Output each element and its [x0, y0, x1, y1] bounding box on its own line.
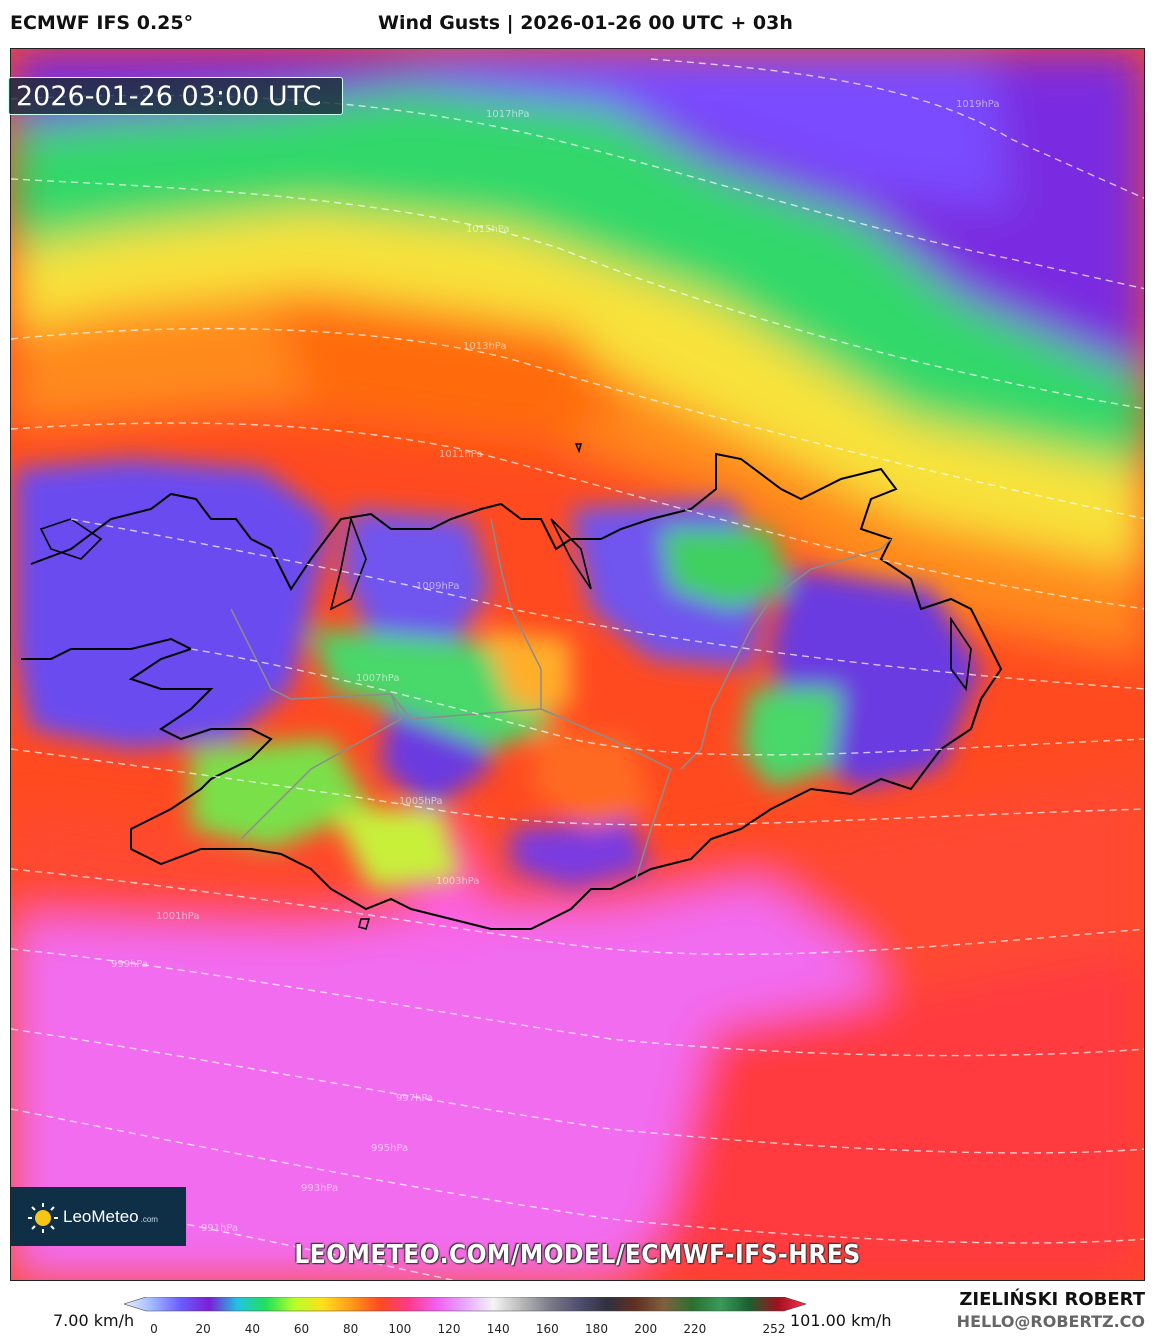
- colorbar-tick: 220: [683, 1322, 707, 1336]
- colorbar-tick: 0: [150, 1322, 158, 1336]
- wind-gust-map[interactable]: 1019hPa 1017hPa 1015hPa 1013hPa 1011hPa …: [10, 48, 1145, 1281]
- colorbar-tick: 160: [535, 1322, 559, 1336]
- colorbar-min-label: 7.00 km/h: [53, 1311, 135, 1330]
- gust-field: [11, 49, 1144, 1280]
- sun-icon: [28, 1203, 58, 1233]
- coastline: [21, 452, 1003, 930]
- colorbar-tick: 60: [293, 1322, 310, 1336]
- colorbar-max-label: 101.00 km/h: [790, 1311, 892, 1330]
- colorbar-tick: 120: [437, 1322, 461, 1336]
- isobar-label: 1017hPa: [486, 109, 530, 120]
- isobar-label: 1007hPa: [356, 673, 400, 684]
- isobar-label: 995hPa: [371, 1143, 408, 1154]
- isobar-label: 1005hPa: [399, 796, 443, 807]
- colorbar-tick: 252: [762, 1322, 786, 1336]
- isobar-label: 997hPa: [396, 1093, 433, 1104]
- isobar-label: 1001hPa: [156, 911, 200, 922]
- colorbar-tick: 40: [244, 1322, 260, 1336]
- map-title: Wind Gusts | 2026-01-26 00 UTC + 03h: [378, 12, 793, 34]
- valid-time-badge: 2026-01-26 03:00 UTC: [8, 77, 343, 115]
- colorbar-tick: 100: [388, 1322, 412, 1336]
- isobar-label: 1013hPa: [463, 341, 507, 352]
- model-label: ECMWF IFS 0.25°: [10, 12, 194, 34]
- author-name: ZIELIŃSKI ROBERT: [959, 1289, 1145, 1310]
- colorbar-tick: 200: [634, 1322, 658, 1336]
- isobar-label: 993hPa: [301, 1183, 338, 1194]
- colorbar-tick: 80: [343, 1322, 359, 1336]
- isobar-label: 1015hPa: [466, 224, 510, 235]
- isobar-label: 1019hPa: [956, 99, 1000, 110]
- map-canvas: 1019hPa 1017hPa 1015hPa 1013hPa 1011hPa …: [11, 49, 1144, 1280]
- isobar-label: 999hPa: [111, 959, 148, 970]
- author-email[interactable]: HELLO@ROBERTZ.CO: [956, 1312, 1145, 1331]
- source-url: LEOMETEO.COM/MODEL/ECMWF-IFS-HRES: [294, 1240, 861, 1270]
- leometeo-logo[interactable]: LeoMeteo .com: [11, 1187, 186, 1246]
- colorbar: [124, 1297, 806, 1312]
- isobar-labels: 1019hPa 1017hPa 1015hPa 1013hPa 1011hPa …: [111, 99, 1000, 1234]
- isobar-label: 1011hPa: [439, 449, 483, 460]
- logo-text: LeoMeteo .com: [63, 1207, 158, 1226]
- colorbar-tick: 140: [486, 1322, 510, 1336]
- colorbar-tick: 180: [585, 1322, 608, 1336]
- isobar-label: 1009hPa: [416, 581, 460, 592]
- isobar-label: 1003hPa: [436, 876, 480, 887]
- isobar-label: 991hPa: [201, 1223, 238, 1234]
- colorbar-tick: 20: [195, 1322, 211, 1336]
- region-borders: [230, 518, 892, 880]
